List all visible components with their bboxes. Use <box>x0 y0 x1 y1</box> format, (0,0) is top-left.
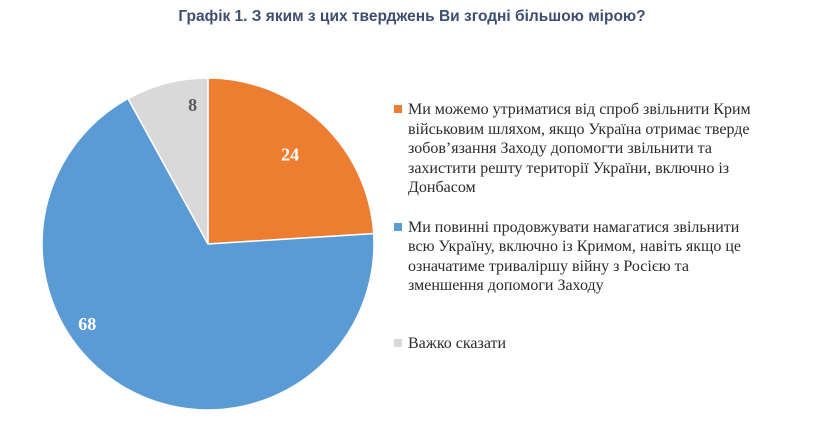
legend-swatch-gray <box>394 338 402 347</box>
legend: Ми можемо утриматися від спроб звільнити… <box>392 100 812 353</box>
legend-entry-liberate-all: Ми повинні продовжувати намагатися звіль… <box>392 218 768 296</box>
pie-value-label-1: 24 <box>281 145 299 165</box>
pie-slices <box>41 77 375 411</box>
legend-entry-liberate-via-guarantees: Ми можемо утриматися від спроб звільнити… <box>392 100 753 198</box>
legend-label: Ми повинні продовжувати намагатися звіль… <box>408 218 741 295</box>
pie-value-label-2: 68 <box>78 314 96 334</box>
pie-value-label-3: 8 <box>188 95 197 115</box>
legend-swatch-blue <box>394 222 402 231</box>
pie-slice-1 <box>207 77 375 245</box>
legend-swatch-orange <box>394 105 402 113</box>
legend-entry-hard-to-say: Важко сказати <box>392 334 812 354</box>
pie-slice-3 <box>127 77 209 245</box>
chart-title: Графік 1. З яким з цих тверджень Ви згод… <box>178 8 646 25</box>
pie-slice-2 <box>41 97 375 411</box>
legend-label: Ми можемо утриматися від спроб звільнити… <box>408 101 751 196</box>
pie-value-labels: 24 68 8 <box>78 95 299 334</box>
legend-label: Важко сказати <box>408 334 507 352</box>
